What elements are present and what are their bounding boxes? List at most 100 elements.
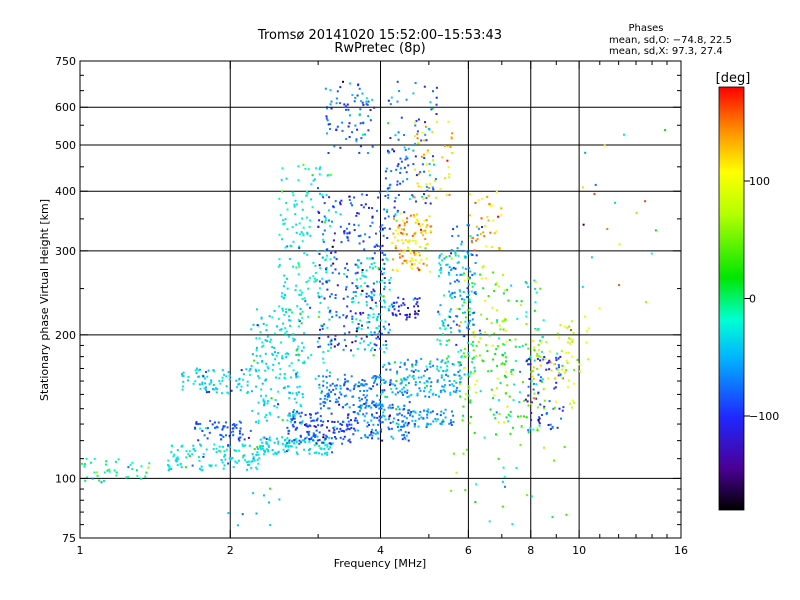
data-point xyxy=(436,379,439,382)
data-point xyxy=(447,120,450,123)
data-point xyxy=(448,266,451,269)
data-point xyxy=(557,364,560,366)
data-point xyxy=(199,427,202,430)
data-point xyxy=(422,374,425,377)
data-point xyxy=(396,165,399,168)
data-point xyxy=(431,410,434,413)
data-point xyxy=(103,480,105,482)
data-point xyxy=(459,369,461,372)
data-point xyxy=(327,335,330,338)
data-point xyxy=(329,123,332,125)
data-point xyxy=(311,206,314,209)
data-point xyxy=(384,170,387,173)
data-point xyxy=(131,468,134,471)
data-point xyxy=(238,420,241,423)
data-point xyxy=(333,421,336,423)
data-point xyxy=(298,293,301,296)
data-point xyxy=(397,419,400,422)
data-point xyxy=(330,100,333,103)
data-point xyxy=(436,365,439,368)
data-point xyxy=(259,438,262,441)
data-point xyxy=(278,233,281,236)
data-point xyxy=(345,108,347,111)
data-point xyxy=(396,100,399,103)
data-point xyxy=(436,358,439,361)
data-point xyxy=(264,416,267,419)
data-point xyxy=(351,301,354,304)
data-point xyxy=(229,457,232,460)
data-point xyxy=(329,443,332,445)
data-point xyxy=(420,358,423,360)
data-point xyxy=(548,400,551,403)
data-point xyxy=(367,152,369,154)
data-point xyxy=(415,359,418,362)
data-point xyxy=(536,328,539,331)
data-point xyxy=(187,453,190,456)
data-point xyxy=(297,375,299,378)
data-point xyxy=(417,185,420,188)
data-point xyxy=(441,421,444,424)
data-point xyxy=(495,411,498,414)
data-point xyxy=(345,286,348,289)
data-point xyxy=(115,474,118,477)
data-point xyxy=(293,441,296,444)
data-point xyxy=(293,417,296,420)
data-point xyxy=(284,386,287,389)
data-point xyxy=(654,229,657,232)
data-point xyxy=(257,419,260,422)
data-point xyxy=(346,295,349,298)
data-point xyxy=(287,414,290,417)
data-point xyxy=(398,224,401,227)
data-point xyxy=(335,129,338,131)
data-point xyxy=(471,241,474,244)
data-point xyxy=(298,354,301,357)
data-point xyxy=(317,346,320,348)
data-point xyxy=(185,450,188,453)
data-point xyxy=(378,280,381,283)
data-point xyxy=(432,90,434,93)
data-point xyxy=(398,90,401,92)
data-point xyxy=(249,429,252,432)
data-point xyxy=(534,328,537,331)
data-point xyxy=(482,265,485,268)
data-point xyxy=(477,227,480,230)
data-point xyxy=(539,355,542,358)
data-point xyxy=(530,412,533,414)
data-point xyxy=(300,441,302,444)
data-point xyxy=(284,218,287,221)
data-point xyxy=(288,335,290,338)
data-point xyxy=(427,127,430,130)
data-point xyxy=(558,336,561,339)
data-point xyxy=(449,316,452,319)
data-point xyxy=(265,441,268,443)
data-point xyxy=(402,298,405,301)
data-point xyxy=(426,189,429,192)
data-point xyxy=(478,354,481,357)
data-point xyxy=(365,275,368,278)
data-point xyxy=(346,269,349,272)
data-point xyxy=(523,399,526,402)
data-point xyxy=(300,422,303,425)
data-point xyxy=(401,434,404,437)
data-point xyxy=(365,269,368,272)
data-point xyxy=(356,419,359,422)
data-point xyxy=(573,382,576,385)
data-point xyxy=(323,397,326,400)
data-point xyxy=(381,414,384,417)
data-point xyxy=(249,368,252,370)
data-point xyxy=(379,382,382,385)
data-point xyxy=(409,260,412,263)
data-point xyxy=(563,446,566,448)
data-point xyxy=(280,341,282,344)
data-point xyxy=(326,132,328,135)
data-point xyxy=(439,327,442,330)
data-point xyxy=(294,437,297,440)
data-point xyxy=(283,373,286,375)
data-point xyxy=(472,323,475,326)
data-point xyxy=(219,382,222,385)
data-point xyxy=(368,321,371,323)
data-point xyxy=(372,423,375,426)
data-point xyxy=(481,359,484,362)
data-point xyxy=(295,354,298,356)
data-point xyxy=(482,231,485,234)
